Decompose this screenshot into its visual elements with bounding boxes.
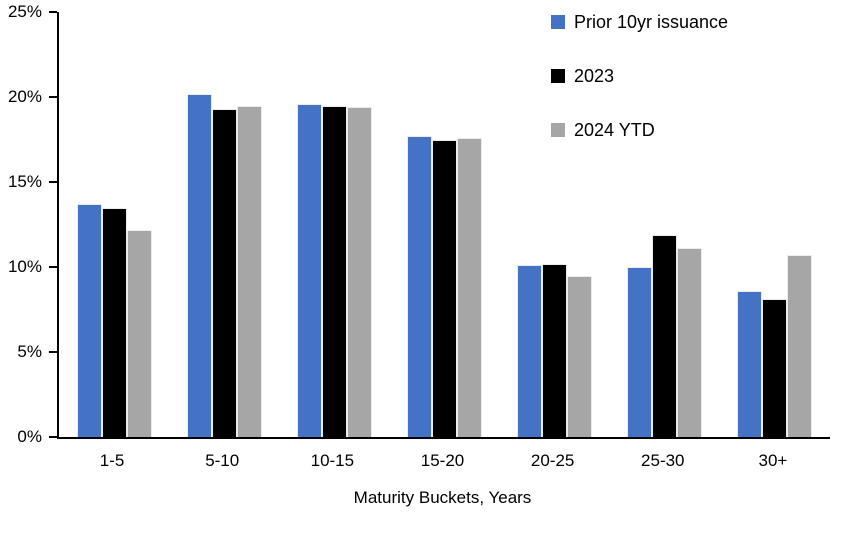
x-tick-label: 30+: [758, 451, 788, 470]
bar-prior-10yr-issuance-15-20: [406, 136, 432, 437]
bar-2023-5-10: [211, 108, 237, 437]
x-tick-label: 25-30: [641, 451, 685, 470]
bar-prior-10yr-issuance-1-5: [76, 204, 102, 437]
legend-label: 2024 YTD: [574, 119, 655, 140]
x-axis-labels: 1-5 5-10 10-15 15-20 20-25 25-30 30+: [57, 451, 828, 471]
y-tick-mark: [49, 181, 57, 183]
bar-group-20-25: [500, 263, 610, 437]
plot-area: [57, 12, 830, 439]
y-tick-label: 15%: [7, 172, 42, 191]
bar-group-25-30: [610, 234, 720, 437]
bar-2024-ytd-10-15: [346, 107, 372, 437]
bar-group-1-5: [59, 204, 169, 437]
bar-prior-10yr-issuance-20-25: [517, 265, 543, 437]
bar-2024-ytd-1-5: [126, 229, 152, 437]
bar-prior-10yr-issuance-30+: [737, 290, 763, 437]
bar-2023-15-20: [431, 139, 457, 437]
bar-2023-10-15: [321, 105, 347, 437]
bar-2024-ytd-5-10: [236, 105, 262, 437]
bars-area: [59, 12, 830, 437]
x-tick-label: 15-20: [420, 451, 465, 470]
y-tick-mark: [49, 351, 57, 353]
legend-swatch-icon: [551, 15, 565, 29]
y-tick-label: 10%: [7, 257, 42, 276]
x-tick-label: 1-5: [99, 451, 125, 470]
y-tick-label: 5%: [17, 342, 42, 361]
bar-2024-ytd-20-25: [567, 275, 593, 437]
y-tick-mark: [49, 11, 57, 13]
bar-prior-10yr-issuance-25-30: [627, 267, 653, 437]
legend-swatch-icon: [551, 69, 565, 83]
x-tick-label: 20-25: [530, 451, 575, 470]
bar-2023-20-25: [542, 263, 568, 437]
legend-label: Prior 10yr issuance: [574, 11, 729, 32]
legend-item: Prior 10yr issuance: [551, 10, 728, 34]
bar-group-10-15: [279, 103, 389, 437]
y-tick-label: 20%: [7, 87, 42, 106]
legend-label: 2023: [574, 65, 615, 86]
bar-prior-10yr-issuance-5-10: [186, 93, 212, 437]
y-tick-mark: [49, 436, 57, 438]
x-tick-label: 10-15: [310, 451, 355, 470]
bar-prior-10yr-issuance-10-15: [296, 103, 322, 437]
y-tick-label: 0%: [17, 427, 42, 446]
y-tick-label: 25%: [7, 2, 42, 21]
bar-group-15-20: [389, 136, 499, 437]
legend-swatch-icon: [551, 123, 565, 137]
bar-2024-ytd-30+: [787, 255, 813, 437]
bar-group-30+: [720, 255, 830, 437]
bar-2024-ytd-15-20: [456, 137, 482, 437]
bar-2023-25-30: [652, 234, 678, 437]
legend-item: 2024 YTD: [551, 118, 728, 142]
legend: Prior 10yr issuance 2023 2024 YTD: [551, 10, 728, 142]
bar-group-5-10: [169, 93, 279, 437]
bar-2024-ytd-25-30: [677, 248, 703, 437]
y-axis: 0% 5% 10% 15% 20% 25%: [0, 0, 57, 534]
legend-item: 2023: [551, 64, 728, 88]
bar-2023-1-5: [101, 207, 127, 437]
bar-2023-30+: [762, 299, 788, 437]
x-axis-title: Maturity Buckets, Years: [353, 488, 532, 507]
x-tick-label: 5-10: [205, 451, 240, 470]
y-tick-mark: [49, 266, 57, 268]
y-tick-mark: [49, 96, 57, 98]
